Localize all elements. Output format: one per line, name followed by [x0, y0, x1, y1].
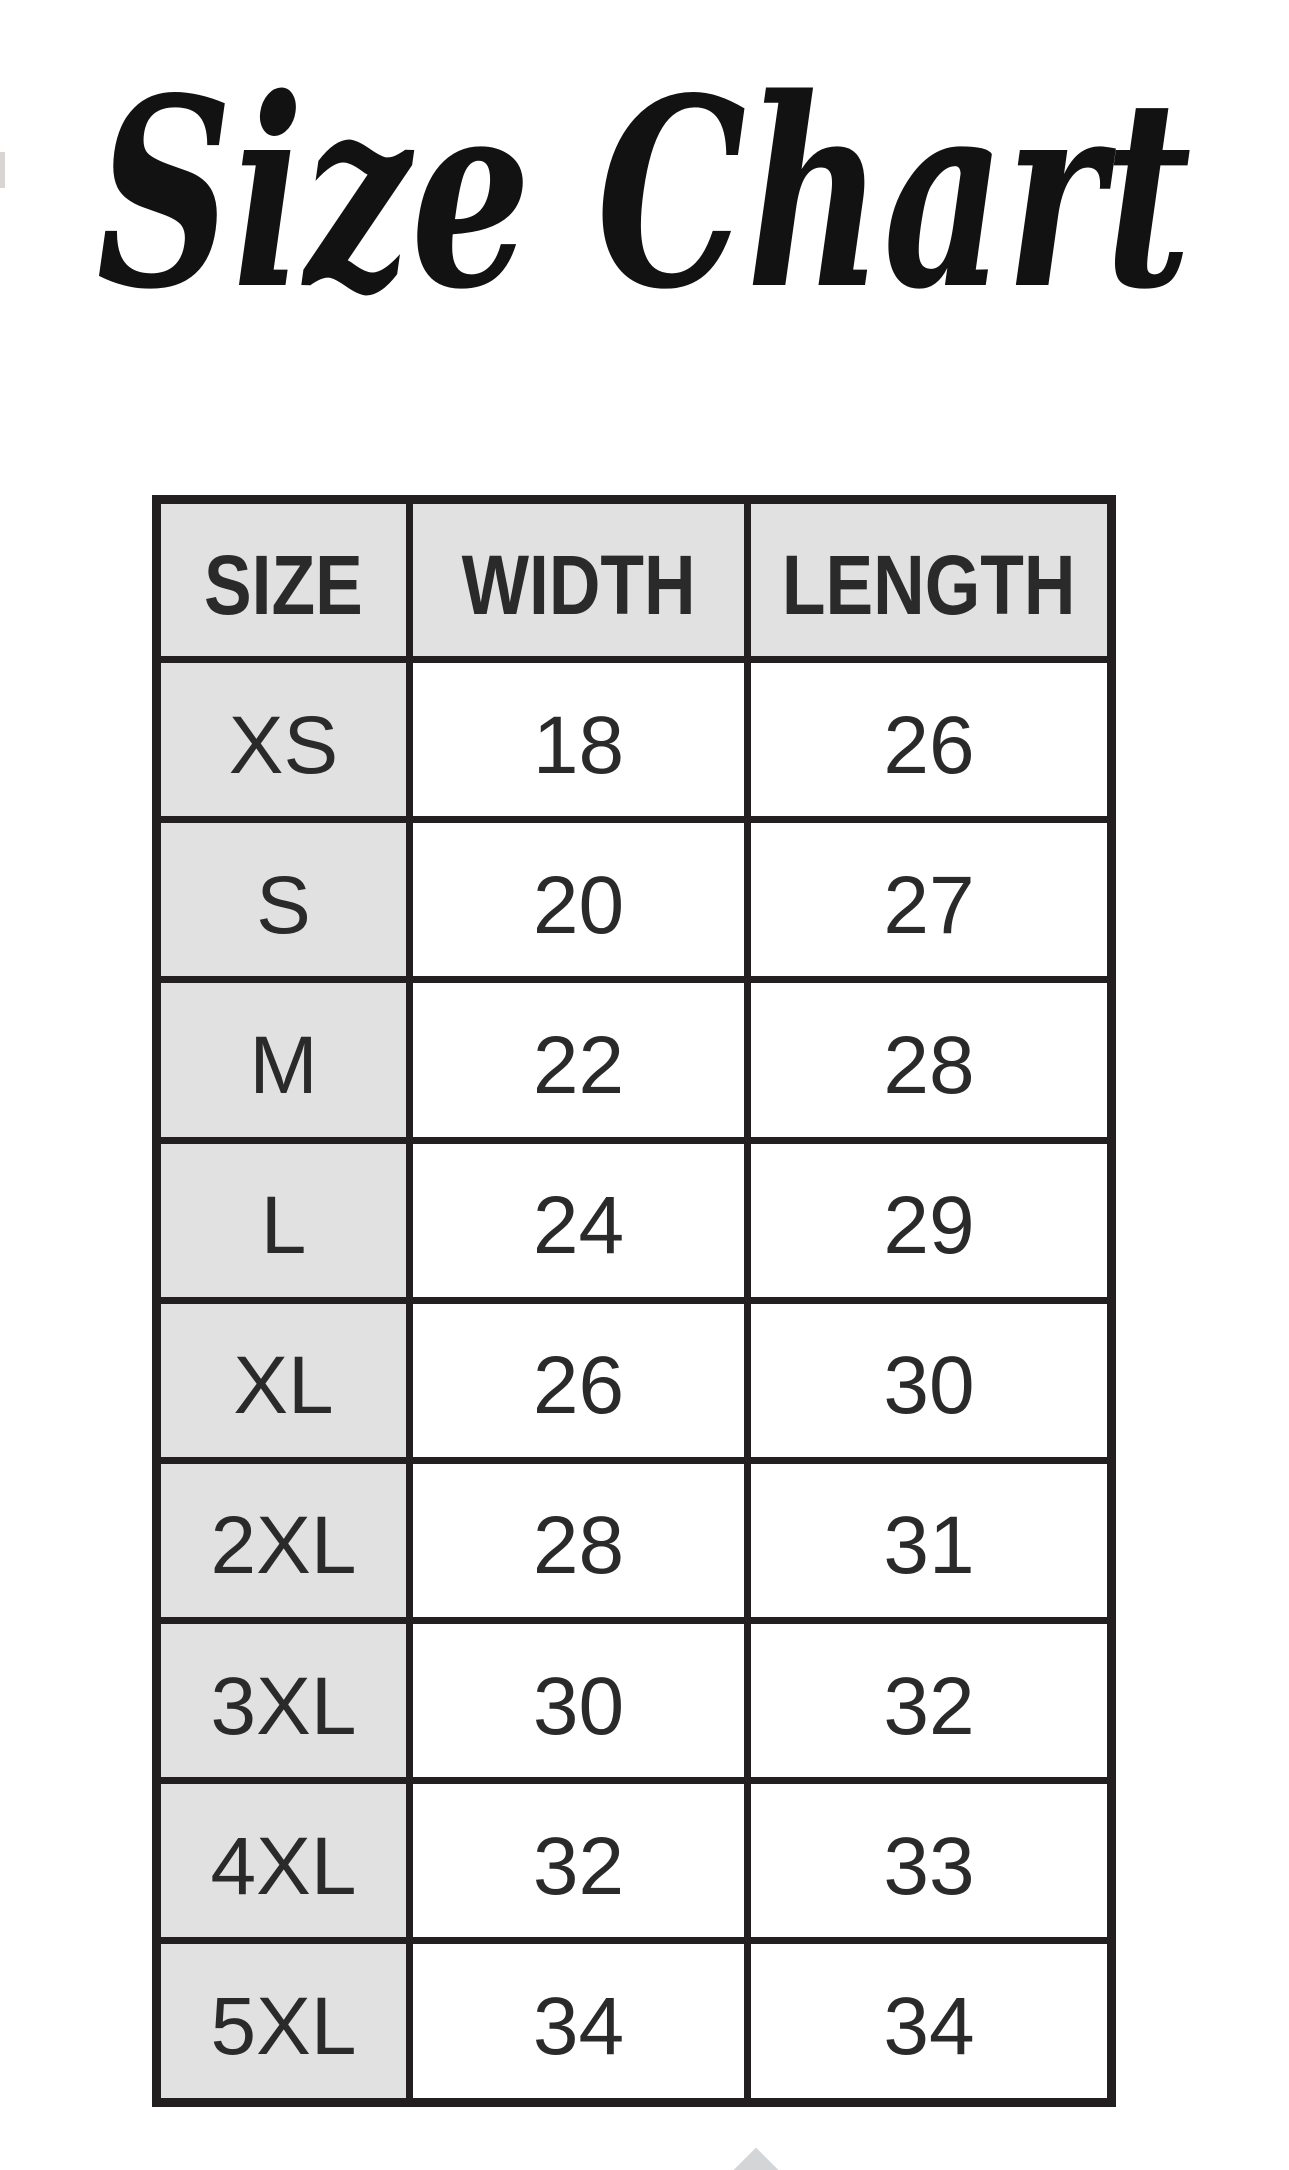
left-edge-artifact [0, 152, 5, 188]
header-width-label: WIDTH [461, 537, 696, 632]
length-cell: 26 [744, 655, 1115, 824]
width-cell: 26 [406, 1296, 751, 1464]
length-cell: 29 [744, 1136, 1115, 1304]
header-row: SIZE WIDTH LENGTH [153, 496, 1115, 663]
size-cell: 2XL [153, 1456, 413, 1625]
width-cell: 34 [406, 1937, 751, 2106]
width-cell: 20 [406, 816, 751, 984]
width-cell: 32 [406, 1777, 751, 1945]
length-cell: 34 [744, 1937, 1115, 2106]
size-cell: S [153, 816, 413, 984]
table-row: XL 26 30 [153, 1296, 1115, 1464]
size-cell: M [153, 976, 413, 1144]
header-length-label: LENGTH [782, 537, 1076, 632]
length-cell: 28 [744, 976, 1115, 1144]
table-row: 4XL 32 33 [153, 1777, 1115, 1945]
header-size-label: SIZE [204, 537, 363, 632]
width-cell: 18 [406, 655, 751, 824]
title-script-graphic: Size Chart [97, 42, 1192, 347]
size-cell: 5XL [153, 1937, 413, 2106]
width-cell: 24 [406, 1136, 751, 1304]
size-cell: 3XL [153, 1617, 413, 1785]
size-cell: 4XL [153, 1777, 413, 1945]
size-cell: XL [153, 1296, 413, 1464]
header-width: WIDTH [406, 496, 751, 663]
size-chart-table: SIZE WIDTH LENGTH XS 18 26 S 20 27 M 22 28 L 24 29 X… [152, 495, 1116, 2107]
width-cell: 22 [406, 976, 751, 1144]
header-size: SIZE [153, 496, 413, 663]
page-title-text: Size Chart [97, 42, 1192, 347]
length-cell: 32 [744, 1617, 1115, 1785]
size-cell: L [153, 1136, 413, 1304]
table-row: XS 18 26 [153, 655, 1115, 824]
width-cell: 30 [406, 1617, 751, 1785]
length-cell: 33 [744, 1777, 1115, 1945]
length-cell: 27 [744, 816, 1115, 984]
table-row: 5XL 34 34 [153, 1937, 1115, 2106]
width-cell: 28 [406, 1456, 751, 1625]
length-cell: 31 [744, 1456, 1115, 1625]
table-row: S 20 27 [153, 816, 1115, 984]
page-title: Size Chart [0, 0, 1289, 420]
table-body: XS 18 26 S 20 27 M 22 28 L 24 29 XL 26 30 2XL 28 31 3XL 30 3… [153, 655, 1115, 2106]
table-row: 3XL 30 32 [153, 1617, 1115, 1785]
header-length: LENGTH [744, 496, 1115, 663]
table-row: M 22 28 [153, 976, 1115, 1144]
length-cell: 30 [744, 1296, 1115, 1464]
size-cell: XS [153, 655, 413, 824]
table-row: L 24 29 [153, 1136, 1115, 1304]
table-row: 2XL 28 31 [153, 1456, 1115, 1625]
watermark-fragment [713, 2147, 799, 2170]
